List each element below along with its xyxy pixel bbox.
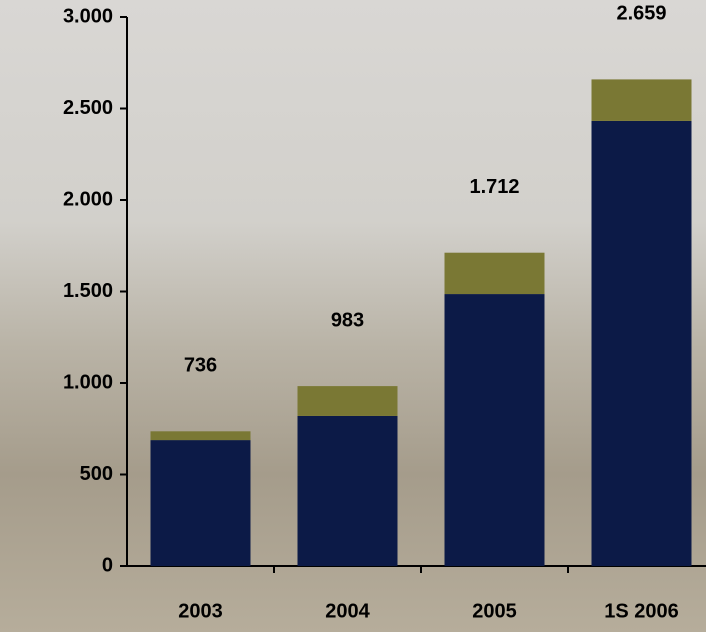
y-tick-label: 2.500 xyxy=(63,97,113,119)
y-tick-label: 1.500 xyxy=(63,280,113,302)
x-tick-label: 2004 xyxy=(325,600,370,622)
y-tick-label: 0 xyxy=(102,554,113,576)
total-label: 1.712 xyxy=(469,176,519,198)
bar-segment xyxy=(444,294,545,566)
bar-segment xyxy=(297,415,398,566)
x-tick-label: 2005 xyxy=(472,600,517,622)
bar-segment xyxy=(297,386,398,416)
total-label: 736 xyxy=(184,355,217,377)
bar-segment xyxy=(150,440,251,566)
y-tick-label: 3.000 xyxy=(63,5,113,27)
x-tick-label: 2003 xyxy=(178,600,223,622)
y-tick-label: 1.000 xyxy=(63,371,113,393)
bar-segment xyxy=(591,79,692,121)
y-tick-label: 2.000 xyxy=(63,188,113,210)
y-tick-label: 500 xyxy=(80,463,113,485)
bar-segment xyxy=(591,120,692,566)
x-tick-label: 1S 2006 xyxy=(604,600,679,622)
bar-segment xyxy=(150,431,251,441)
total-label: 2.659 xyxy=(616,3,666,25)
bar-segment xyxy=(444,252,545,295)
total-label: 983 xyxy=(331,309,364,331)
